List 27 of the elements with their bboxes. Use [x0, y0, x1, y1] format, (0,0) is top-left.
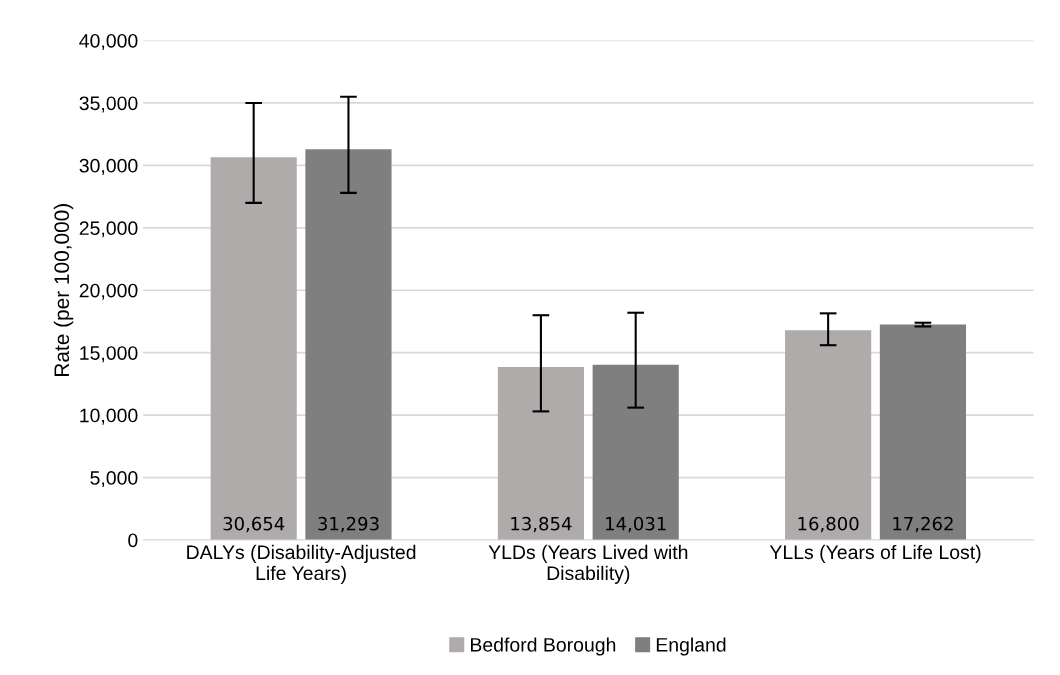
bar: [305, 149, 392, 540]
y-tick-label: 35,000: [79, 96, 138, 113]
x-tick-label: DALYs (Disability-Adjusted Life Years): [187, 544, 416, 584]
legend-label: Bedford Borough: [470, 637, 616, 656]
data-label: 30,654: [223, 516, 285, 533]
legend-label: England: [656, 637, 726, 656]
data-label: 14,031: [606, 516, 666, 533]
y-tick-label: 0: [128, 533, 138, 548]
y-tick-label: 15,000: [80, 346, 138, 363]
data-label: 13,854: [511, 516, 572, 533]
data-label: 17,262: [893, 516, 953, 533]
y-tick-label: 40,000: [79, 33, 138, 51]
y-tick-label: 30,000: [79, 158, 138, 175]
y-axis-title: Rate (per 100,000): [53, 204, 74, 376]
y-tick-label: 25,000: [79, 221, 138, 238]
data-label: 16,800: [798, 516, 859, 533]
bar: [785, 330, 872, 540]
bar: [592, 364, 679, 540]
y-tick-label: 10,000: [80, 408, 138, 425]
bar: [210, 157, 297, 540]
bar: [879, 324, 966, 540]
x-tick-label: YLDs (Years Lived with Disability): [488, 544, 688, 584]
x-tick-label: YLLs (Years of Life Lost): [769, 544, 981, 563]
y-tick-label: 20,000: [79, 283, 138, 300]
y-tick-label: 5,000: [90, 471, 138, 488]
bar: [497, 367, 584, 540]
data-label: 31,293: [318, 516, 379, 533]
